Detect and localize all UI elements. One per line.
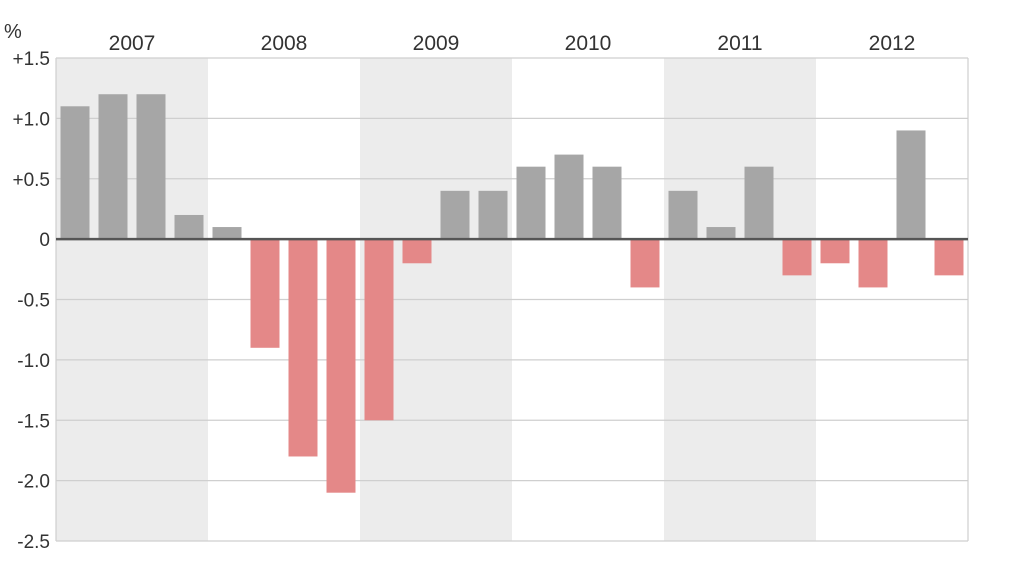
year-label-2008: 2008 [261, 32, 308, 55]
year-label-2009: 2009 [413, 32, 460, 55]
y-tick-label: -1.0 [17, 351, 50, 372]
gridlines [55, 57, 969, 542]
bar-2012-q4 [934, 239, 964, 276]
y-tick-label: -1.5 [17, 411, 50, 432]
y-tick-label: -0.5 [17, 291, 50, 312]
bar-2010-q4 [630, 239, 660, 288]
bar-2011-q1 [668, 190, 698, 240]
y-tick-label: +1.5 [12, 49, 50, 70]
bar-2008-q1 [212, 227, 242, 240]
year-label-2010: 2010 [565, 32, 612, 55]
y-axis-ticks: +1.5 +1.0 +0.5 0 -0.5 -1.0 -1.5 -2.0 -2.5 [12, 49, 50, 553]
bar-2007-q4 [174, 214, 204, 240]
bar-2009-q2 [402, 239, 432, 264]
bar-2012-q3 [896, 130, 926, 240]
y-tick-label: +0.5 [12, 170, 50, 191]
bar-2010-q1 [516, 166, 546, 240]
bar-2009-q1 [364, 239, 394, 421]
year-label-2011: 2011 [717, 32, 762, 55]
y-tick-label: -2.5 [17, 532, 50, 553]
bar-2008-q3 [288, 239, 318, 457]
year-label-2007: 2007 [109, 32, 156, 55]
bar-2008-q2 [250, 239, 280, 348]
year-labels: 2007 2008 2009 2010 2011 2012 [109, 32, 916, 55]
year-label-2012: 2012 [869, 32, 916, 55]
bar-2011-q2 [706, 227, 736, 240]
bar-2010-q2 [554, 154, 584, 240]
bar-2007-q3 [136, 94, 166, 240]
bar-2008-q4 [326, 239, 356, 493]
bar-2011-q4 [782, 239, 812, 276]
y-unit-label: % [4, 21, 22, 43]
y-tick-label: -2.0 [17, 472, 50, 493]
bar-2012-q1 [820, 239, 850, 264]
bar-2007-q1 [60, 106, 90, 240]
bar-2011-q3 [744, 166, 774, 240]
bar-2007-q2 [98, 94, 128, 240]
bar-2009-q3 [440, 190, 470, 240]
y-tick-label: 0 [39, 230, 50, 251]
bars [60, 94, 964, 493]
y-tick-label: +1.0 [12, 109, 50, 130]
bar-2009-q4 [478, 190, 508, 240]
bar-2012-q2 [858, 239, 888, 288]
bar-2010-q3 [592, 166, 622, 240]
